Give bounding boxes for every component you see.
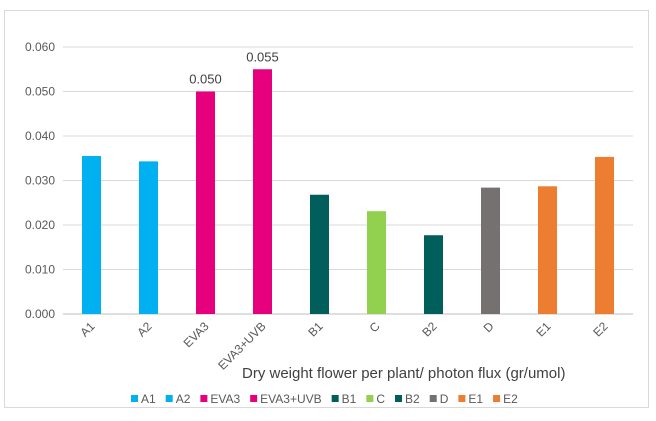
legend-label: EVA3 (210, 392, 240, 406)
bar-d (481, 187, 500, 314)
legend-label: D (440, 392, 449, 406)
legend-swatch (165, 395, 173, 402)
x-tick-label: A2 (134, 319, 155, 340)
legend-label: E1 (468, 392, 483, 406)
bar-chart: 0.000 0.010 0.020 0.030 0.040 0.050 0.060 0.05… (25, 40, 633, 406)
x-tick-label: A1 (77, 319, 98, 340)
y-tick-label: 0.060 (25, 40, 55, 54)
x-tick-label: D (481, 319, 497, 335)
bar-a1 (82, 156, 101, 314)
bar-b2 (424, 235, 443, 314)
x-tick-label: B2 (419, 319, 440, 340)
chart-area: 0.000 0.010 0.020 0.030 0.040 0.050 0.060 0.05… (4, 10, 649, 408)
bar-e2 (595, 156, 614, 314)
x-tick-label: B1 (305, 319, 326, 340)
bars (82, 69, 614, 314)
x-tick-label: E2 (590, 319, 611, 340)
y-axis-ticks: 0.000 0.010 0.020 0.030 0.040 0.050 0.060 (25, 40, 55, 321)
legend-label: B1 (342, 392, 357, 406)
legend-swatch (200, 395, 208, 402)
legend-swatch (331, 395, 339, 402)
legend-swatch (131, 395, 138, 402)
data-label: 0.050 (189, 72, 222, 87)
legend-swatch (493, 395, 501, 402)
y-tick-label: 0.010 (25, 263, 55, 277)
legend: A1 A2 EVA3 EVA3+UVB B1 C B2 D E1 E2 (131, 392, 518, 406)
legend-swatch (250, 395, 258, 402)
legend-label: E2 (503, 392, 518, 406)
bar-eva3-uvb (253, 69, 272, 314)
legend-label: EVA3+UVB (260, 392, 321, 406)
y-tick-label: 0.050 (25, 85, 55, 99)
x-axis-title: Dry weight flower per plant/ photon flux… (242, 365, 565, 382)
y-tick-label: 0.000 (25, 307, 55, 321)
legend-label: C (376, 392, 385, 406)
legend-swatch (395, 395, 403, 402)
y-tick-label: 0.020 (25, 218, 55, 232)
bar-eva3 (196, 91, 215, 314)
bar-b1 (310, 194, 329, 314)
legend-label: B2 (405, 392, 420, 406)
legend-swatch (366, 395, 374, 402)
x-tick-label: EVA3 (181, 319, 212, 350)
bar-c (367, 211, 386, 314)
y-tick-label: 0.030 (25, 174, 55, 188)
data-label: 0.055 (246, 49, 279, 64)
legend-swatch (429, 395, 437, 402)
x-tick-label: C (367, 319, 383, 335)
x-tick-label: E1 (533, 319, 554, 340)
data-labels: 0.050 0.055 (189, 49, 279, 86)
y-tick-label: 0.040 (25, 129, 55, 143)
legend-swatch (458, 395, 466, 402)
bar-e1 (538, 186, 557, 314)
bar-a2 (139, 161, 158, 314)
legend-label: A2 (176, 392, 191, 406)
legend-label: A1 (141, 392, 156, 406)
